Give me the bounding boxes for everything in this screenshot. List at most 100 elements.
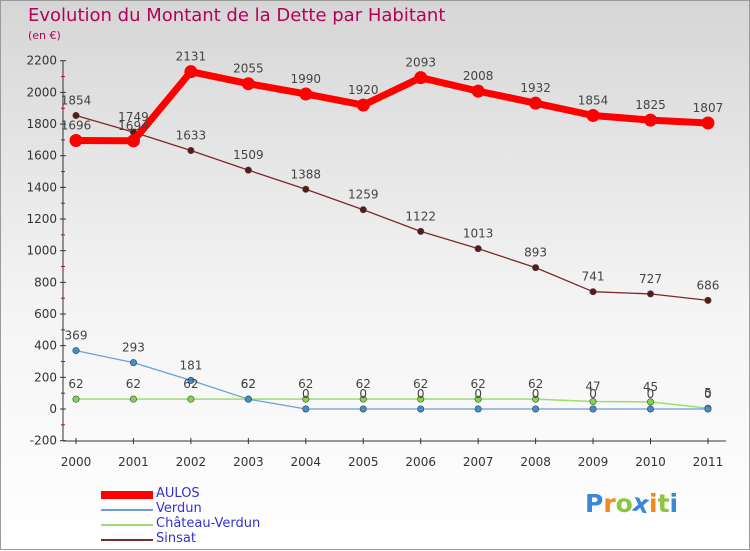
x-tick-label: 2000 [61,455,92,469]
data-label-sinsat: 1749 [118,110,149,124]
data-label-verdun: 0 [302,387,310,401]
series-line-aulos [75,68,709,145]
data-label-verdun: 0 [417,387,425,401]
series-line-verdun [75,349,708,410]
data-label-aulos: 2093 [405,56,436,70]
data-label-ch-teau-verdun: 62 [356,377,371,391]
data-label-verdun: 293 [122,341,145,355]
data-point-ch-teau-verdun [302,395,310,403]
data-point-sinsat [244,166,252,174]
data-label-sinsat: 741 [582,270,605,284]
data-label-verdun: 0 [589,387,597,401]
data-label-aulos: 1920 [348,83,379,97]
data-label-verdun: 0 [532,387,540,401]
data-label-ch-teau-verdun: 62 [413,377,428,391]
data-point-sinsat [532,264,540,272]
data-point-aulos [126,134,140,148]
x-tick-label: 2009 [578,455,609,469]
data-label-sinsat: 727 [639,272,662,286]
data-label-aulos: 1932 [520,81,551,95]
legend-swatch-aulos [101,491,153,499]
data-point-aulos [241,77,255,91]
data-label-ch-teau-verdun: 62 [68,377,83,391]
legend-label-aulos: AULOS [156,486,200,501]
data-point-verdun [302,405,310,413]
data-point-verdun [417,405,425,413]
data-point-aulos [644,113,657,127]
data-point-aulos [69,134,83,148]
x-tick-label: 2008 [520,455,551,469]
y-tick-label: 1000 [26,244,57,258]
data-point-sinsat [417,227,425,235]
data-point-sinsat [187,146,195,154]
data-label-verdun: 0 [647,387,655,401]
data-point-aulos [701,116,715,130]
data-point-verdun [589,405,597,413]
data-label-aulos: 2008 [463,69,494,83]
data-point-ch-teau-verdun [187,395,195,403]
data-point-sinsat [646,290,654,298]
x-tick-label: 2003 [233,455,264,469]
data-point-sinsat [72,112,80,120]
data-point-ch-teau-verdun [474,395,482,403]
x-tick-label: 2005 [348,455,379,469]
chart-subtitle: (en €) [28,29,61,42]
data-label-verdun: 0 [704,387,712,401]
data-point-aulos [299,87,313,101]
data-label-aulos: 1825 [635,98,666,112]
data-label-ch-teau-verdun: 62 [126,377,141,391]
data-point-sinsat [302,185,310,193]
data-point-verdun [704,405,712,413]
data-point-sinsat [474,245,482,253]
data-label-sinsat: 1854 [61,94,92,108]
x-tick-label: 2006 [405,455,436,469]
data-label-aulos: 1990 [291,72,322,86]
data-point-verdun [129,359,137,367]
data-label-sinsat: 893 [524,246,547,260]
data-point-verdun [359,405,367,413]
data-label-aulos: 1694 [118,119,149,133]
data-label-sinsat: 1509 [233,148,264,162]
data-label-sinsat: 1259 [348,188,379,202]
data-point-sinsat [359,206,367,214]
legend-label-sinsat: Sinsat [156,531,196,546]
data-label-sinsat: 686 [696,278,719,292]
legend-swatch-ch-teau-verdun [101,524,153,526]
y-tick-label: 1600 [26,149,57,163]
data-label-verdun: 369 [65,329,88,343]
data-label-sinsat: 1388 [291,167,322,181]
data-point-ch-teau-verdun [646,398,654,406]
data-point-aulos [586,109,600,123]
legend-swatch-verdun [101,509,153,511]
data-point-ch-teau-verdun [532,395,540,403]
legend-label-verdun: Verdun [156,501,202,516]
data-label-aulos: 1854 [578,94,609,108]
data-label-ch-teau-verdun: 5 [704,386,712,400]
y-tick-label: 1200 [26,212,57,226]
data-label-sinsat: 1633 [176,128,207,142]
y-tick-label: -200 [30,434,57,448]
y-tick-label: 1400 [26,180,57,194]
data-label-aulos: 1807 [693,101,724,115]
data-point-verdun [646,405,654,413]
data-label-verdun: 62 [241,377,256,391]
y-tick-label: 600 [34,307,57,321]
y-tick-label: 400 [34,339,57,353]
x-tick-label: 2001 [118,455,149,469]
x-tick-label: 2011 [693,455,724,469]
y-tick-label: 0 [49,402,57,416]
data-point-verdun [474,405,482,413]
data-point-aulos [529,96,543,110]
series-line-sinsat [75,114,709,302]
data-point-aulos [414,71,428,85]
y-tick-label: 1800 [26,117,57,131]
proxiti-logo: Proxiti [585,487,679,520]
data-point-verdun [72,347,80,355]
data-point-sinsat [589,288,597,296]
data-point-ch-teau-verdun [72,395,80,403]
x-tick-label: 2004 [291,455,322,469]
y-tick-label: 2200 [26,54,57,68]
chart-title: Evolution du Montant de la Dette par Hab… [28,5,446,26]
y-tick-label: 200 [34,370,57,384]
